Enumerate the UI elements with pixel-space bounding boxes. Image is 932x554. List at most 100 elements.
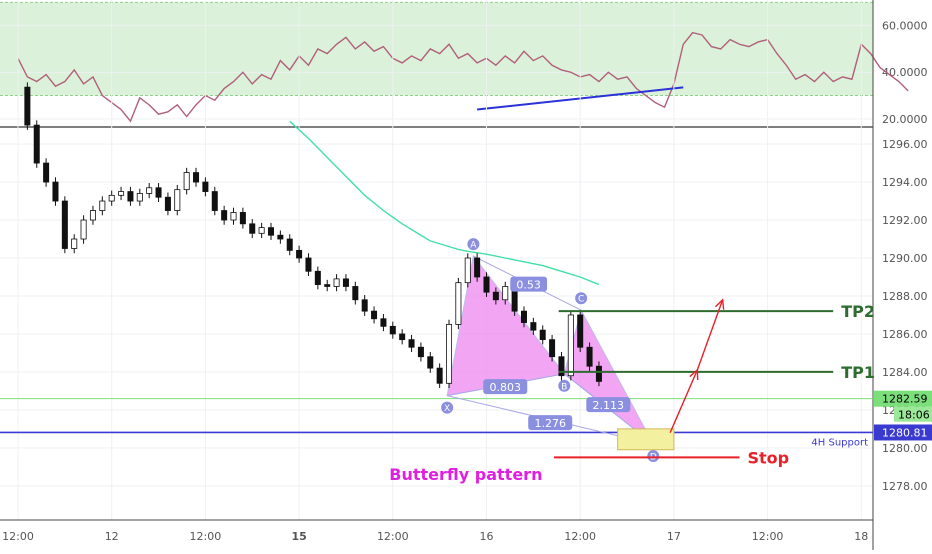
candle: [586, 342, 593, 371]
current-price-label: 1282.59: [882, 393, 928, 406]
candle: [33, 120, 40, 168]
candle: [492, 287, 499, 305]
candle: [530, 317, 537, 335]
candle-body: [314, 270, 321, 285]
candle: [155, 183, 162, 202]
candle: [539, 325, 546, 345]
candle: [230, 207, 237, 225]
time-tick-label: 15: [291, 530, 306, 543]
candle: [464, 253, 471, 288]
moving-average-line: [289, 120, 600, 286]
candle-body: [474, 257, 481, 278]
candle-body: [464, 257, 471, 284]
candle-body: [183, 172, 190, 191]
candle-body: [174, 189, 181, 211]
candle-body: [380, 318, 387, 327]
candle: [314, 266, 321, 290]
ratio-label: 0.803: [489, 381, 521, 394]
osc-tick-label: 60.0000: [882, 20, 928, 33]
take-profit-label: TP2: [841, 302, 875, 321]
support-price-label: 1280.81: [882, 426, 928, 439]
candle: [52, 177, 59, 206]
candle: [408, 334, 415, 352]
candle-body: [389, 325, 396, 335]
candle-body: [249, 223, 256, 234]
candle: [118, 186, 125, 201]
ratio-label: 1.276: [534, 417, 566, 430]
candle-body: [502, 286, 509, 301]
price-tick-label: 1280.00: [882, 442, 928, 455]
ratio-label: 0.53: [516, 279, 541, 292]
candle-body: [277, 234, 284, 240]
candle-body: [520, 310, 527, 323]
candle: [324, 279, 331, 292]
candle-body: [71, 238, 78, 249]
candle-body: [43, 162, 50, 183]
pattern-point-marker: [467, 238, 480, 251]
time-tick-label: 16: [480, 530, 494, 543]
price-tick-label: 1292.00: [882, 214, 928, 227]
time-tick-label: 12:00: [190, 530, 222, 543]
candle-body: [164, 196, 171, 211]
candle-body: [371, 310, 378, 320]
candle-body: [342, 278, 349, 287]
candle: [417, 342, 424, 362]
candle-body: [146, 187, 153, 194]
candle: [333, 274, 340, 292]
candle-body: [202, 181, 209, 192]
price-tick-label: 1284.00: [882, 366, 928, 379]
candle: [361, 295, 368, 316]
candle-body: [436, 367, 443, 384]
candle-body: [577, 314, 584, 348]
candle: [567, 310, 574, 381]
candle-body: [352, 286, 359, 301]
candle: [174, 184, 181, 216]
candle-body: [118, 191, 125, 196]
candle-body: [127, 191, 134, 202]
candle: [342, 274, 349, 292]
candle: [352, 281, 359, 305]
candle: [43, 158, 50, 187]
candle: [371, 306, 378, 324]
projection-arrow-head: [714, 298, 725, 310]
candle: [389, 321, 396, 339]
ratio-badge: [483, 379, 528, 395]
candle: [446, 319, 453, 389]
price-tick-label: 1286.00: [882, 328, 928, 341]
take-profit-label: TP1: [841, 363, 875, 382]
candle: [211, 186, 218, 216]
candle-body: [417, 346, 424, 358]
candle: [127, 186, 134, 206]
time-tick-label: 12:00: [377, 530, 409, 543]
price-tick-label: 1288.00: [882, 290, 928, 303]
pattern-point-marker: [575, 292, 588, 305]
candle-body: [193, 172, 200, 183]
candle: [71, 234, 78, 254]
candle-body: [549, 339, 556, 358]
candle-body: [530, 322, 537, 331]
pattern-point-label: C: [578, 295, 584, 305]
pattern-point-label: X: [444, 404, 450, 414]
candle-body: [108, 194, 115, 202]
pattern-point-marker: [441, 401, 454, 414]
candle-body: [239, 212, 246, 225]
current-price-badge: [874, 390, 932, 407]
candle: [305, 253, 312, 277]
candle: [436, 363, 443, 389]
candle: [258, 222, 265, 239]
support-label: 4H Support: [811, 437, 868, 448]
candle-body: [221, 210, 228, 221]
price-tick-label: 1278.00: [882, 480, 928, 493]
candle: [99, 196, 106, 216]
candle-body: [52, 181, 59, 202]
candle: [183, 167, 190, 195]
time-tick-label: 12: [105, 530, 119, 543]
ratio-label: 2.113: [593, 399, 625, 412]
candle-body: [61, 200, 68, 249]
candle: [221, 205, 228, 225]
entry-zone-box: [617, 428, 675, 451]
pattern-xab-triangle: [446, 254, 566, 397]
candle: [549, 334, 556, 362]
